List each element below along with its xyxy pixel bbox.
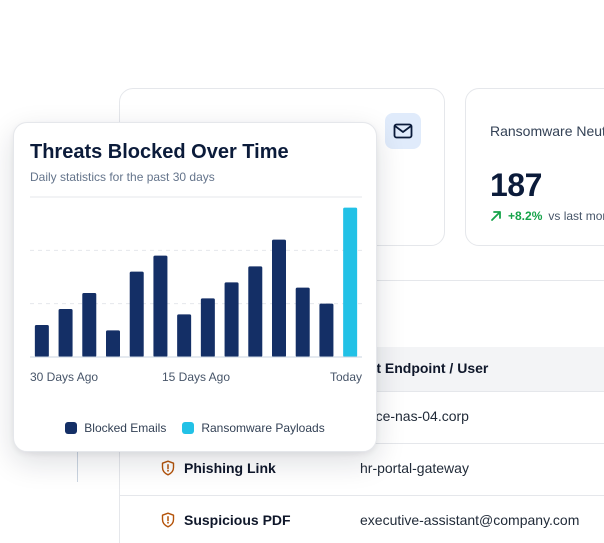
bar-blocked-emails [248,266,263,357]
chart-subtitle: Daily statistics for the past 30 days [30,170,215,184]
legend-item-ransomware-payloads[interactable]: Ransomware Payloads [182,421,325,435]
legend-swatch [182,422,195,434]
bar-blocked-emails [82,293,97,357]
x-tick-label: 15 Days Ago [162,370,230,384]
bar-blocked-emails [129,271,144,357]
threat-cell: Suspicious PDF [160,512,291,528]
shield-alert-icon [161,460,175,476]
table-row[interactable]: Suspicious PDF executive-assistant@compa… [120,495,604,543]
bar-blocked-emails [58,309,73,357]
threat-name: Suspicious PDF [184,512,291,528]
chart-title: Threats Blocked Over Time [30,141,289,163]
bar-blocked-emails [319,303,334,357]
legend-label: Blocked Emails [84,421,167,435]
ransomware-stat-card: Ransomware Neut 187 +8.2% vs last mon [465,88,604,246]
shield-alert-icon [161,512,175,528]
trend-note: vs last mon [548,209,604,223]
legend-swatch [65,422,78,434]
bar-blocked-emails [153,255,168,357]
connector-line [77,452,78,482]
threat-name: Phishing Link [184,460,276,476]
arrow-up-right-icon [491,211,501,221]
threats-chart: 30 Days Ago 15 Days Ago Today [30,196,362,384]
bar-blocked-emails [224,282,239,357]
endpoint-cell: ance-nas-04.corp [360,408,469,424]
endpoint-cell: executive-assistant@company.com [360,512,580,528]
legend-label: Ransomware Payloads [201,421,325,435]
x-tick-label: Today [330,370,362,384]
bar-blocked-emails [177,314,192,357]
endpoint-cell: hr-portal-gateway [360,460,469,476]
threats-chart-card: 30 Days Ago 15 Days Ago Today Threats Bloc… [13,122,377,452]
trend-percent: +8.2% [508,209,543,223]
x-tick-label: 30 Days Ago [30,370,98,384]
bar-blocked-emails [200,298,215,357]
chart-legend: Blocked Emails Ransomware Payloads [14,421,376,435]
ransomware-trend: +8.2% vs last mon [490,209,604,223]
legend-item-blocked-emails[interactable]: Blocked Emails [65,421,166,435]
threat-cell: Phishing Link [160,460,276,476]
bar-blocked-emails [272,239,286,357]
envelope-icon[interactable] [385,113,421,149]
ransomware-card-value: 187 [490,167,542,203]
bar-blocked-emails [106,330,120,357]
bar-ransomware-payloads [343,207,358,357]
column-header-endpoint: get Endpoint / User [360,360,489,376]
bar-blocked-emails [34,325,49,357]
ransomware-card-title: Ransomware Neut [490,123,604,139]
bar-blocked-emails [295,287,310,357]
